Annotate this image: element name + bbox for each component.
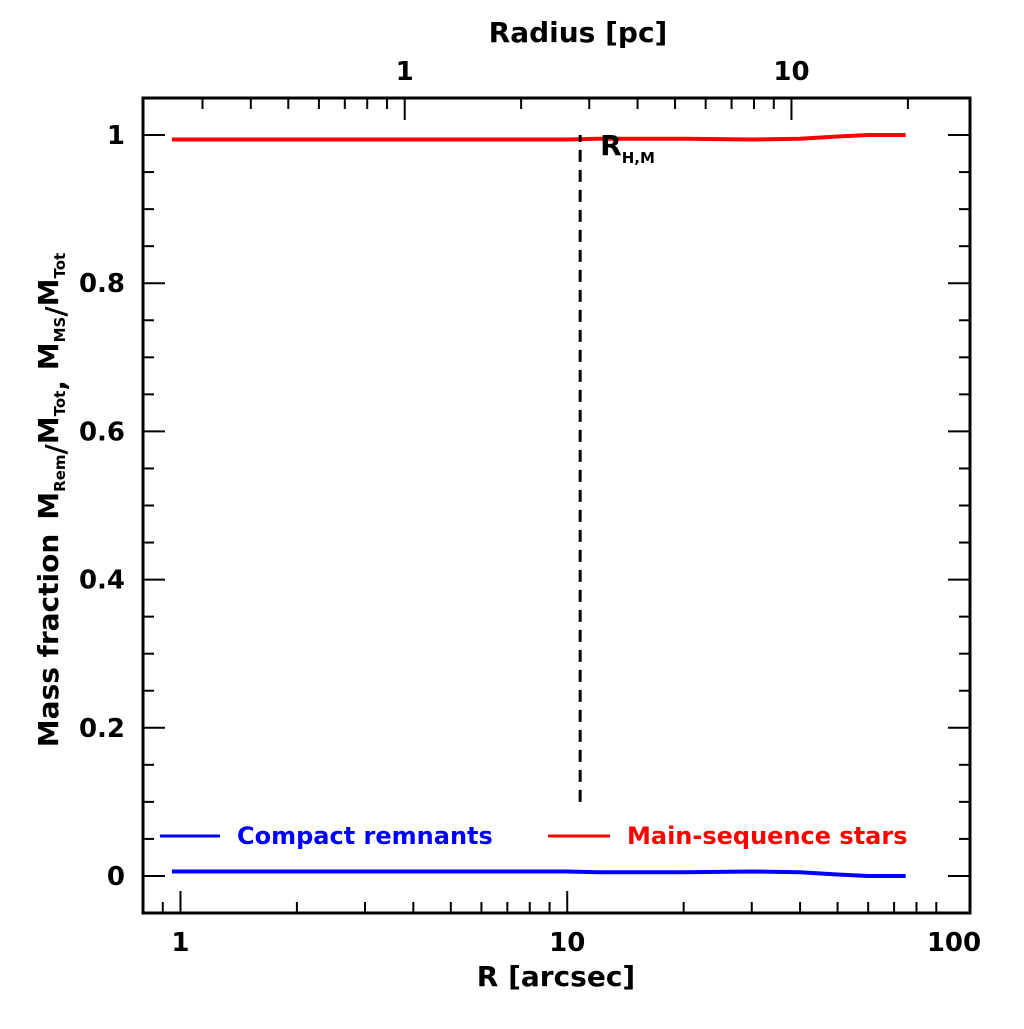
y-tick-label: 1 bbox=[107, 121, 125, 151]
y-title-subscript: Tot bbox=[51, 253, 69, 279]
y-title-text: / bbox=[39, 443, 72, 454]
y-title-term: M bbox=[32, 416, 65, 444]
y-title-subscript: Tot bbox=[51, 391, 69, 417]
y-title-subscript: MS bbox=[51, 317, 69, 343]
legend: Compact remnants Main-sequence stars bbox=[160, 822, 907, 850]
reference-label-base: R bbox=[600, 129, 622, 162]
y-title-prefix: Mass fraction bbox=[32, 534, 65, 747]
x-axis-title: R [arcsec] bbox=[477, 960, 635, 993]
x-tick-label: 100 bbox=[927, 928, 981, 958]
y-tick-label: 0.2 bbox=[79, 714, 125, 744]
y-title-term: M bbox=[32, 279, 65, 307]
top-axis-title: Radius [pc] bbox=[489, 16, 668, 49]
reference-label: RH,M bbox=[600, 129, 655, 167]
y-tick-label: 0 bbox=[107, 862, 125, 892]
series-lines bbox=[171, 133, 906, 878]
y-tick-label: 0.6 bbox=[79, 417, 125, 447]
legend-label-1: Main-sequence stars bbox=[627, 822, 907, 850]
y-title-text: , bbox=[39, 370, 72, 390]
top-tick-label: 10 bbox=[773, 57, 809, 87]
reference-line: RH,M bbox=[578, 129, 655, 802]
x-tick-label: 10 bbox=[549, 928, 585, 958]
y-title-subscript: Rem bbox=[51, 454, 69, 491]
series-line-0 bbox=[171, 869, 906, 878]
y-tick-label: 0.8 bbox=[79, 269, 125, 299]
series-line-1 bbox=[171, 133, 906, 142]
plot-frame bbox=[141, 96, 972, 915]
y-axis-title: Mass fractionMRem/MTot, MMS/MTot bbox=[32, 253, 72, 747]
y-title-term: M bbox=[32, 492, 65, 520]
y-title-text: / bbox=[39, 306, 72, 317]
reference-label-sub: H,M bbox=[622, 149, 655, 167]
y-title-term: M bbox=[32, 342, 65, 370]
legend-label-0: Compact remnants bbox=[237, 822, 493, 850]
y-tick-label: 0.4 bbox=[79, 566, 125, 596]
x-tick-label: 1 bbox=[171, 928, 189, 958]
top-tick-label: 1 bbox=[396, 57, 414, 87]
